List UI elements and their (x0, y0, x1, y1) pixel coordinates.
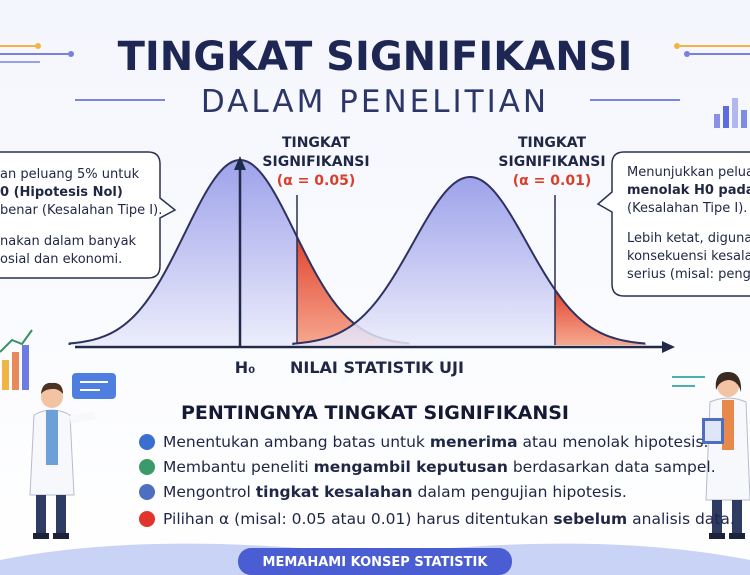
subtitle: DALAM PENELITIAN (201, 84, 549, 120)
callout-box (0, 151, 177, 279)
item-icon (139, 484, 155, 500)
bar-icon (714, 98, 747, 128)
alpha-value: (α = 0.05) (277, 173, 355, 189)
curve-line (292, 176, 646, 345)
person-left (0, 329, 116, 539)
alpha-labels: TINGKAT SIGNIFIKANSI (α = 0.05) TINGKAT SIGN… (262, 135, 605, 189)
item-emphasis: tingkat kesalahan (256, 483, 413, 501)
callout-line: nakan dalam banyak (0, 234, 137, 249)
x-arrow (662, 341, 675, 353)
item-part: analisis data. (627, 510, 735, 528)
callout-line: Menunjukkan peluang (627, 165, 750, 180)
callout-line: an peluang 5% untuk (0, 167, 140, 182)
callout-line: (Kesalahan Tipe I). (627, 201, 747, 216)
callout-box (596, 151, 750, 297)
item-part: dalam pengujian hipotesis. (413, 483, 627, 501)
item-icon (139, 434, 155, 450)
callout-line: Lebih ketat, digunak (627, 231, 750, 246)
alpha-value: (α = 0.01) (513, 173, 591, 189)
item-part: berdasarkan data sampel. (508, 458, 716, 476)
item-part: Mengontrol (163, 483, 256, 501)
callout-line: serius (misal: penguj (627, 267, 750, 282)
item-text: Menentukan ambang batas untuk menerima a… (163, 433, 708, 451)
origin-label: H₀ (235, 358, 255, 377)
x-axis-label: NILAI STATISTIK UJI (290, 358, 464, 377)
alpha-label: TINGKAT (282, 135, 351, 151)
person-right (672, 372, 750, 539)
item-part: Pilihan α (misal: 0.05 atau 0.01) harus … (163, 510, 553, 528)
item-icon (139, 511, 155, 527)
callout-line: benar (Kesalahan Tipe I). (0, 203, 162, 218)
callout-line: 0 (Hipotesis Nol) (0, 185, 123, 200)
callout-texts: an peluang 5% untuk 0 (Hipotesis Nol) bena… (0, 165, 750, 282)
item-emphasis: sebelum (553, 510, 627, 528)
rejection-region (297, 236, 411, 345)
item-emphasis: menerima (430, 433, 518, 451)
footer-text: MEMAHAMI KONSEP STATISTIK (263, 555, 489, 570)
alpha-label: TINGKAT (518, 135, 587, 151)
decor-lines (0, 43, 750, 101)
alpha-label: SIGNIFIKANSI (498, 154, 605, 170)
callout-line: konsekuensi kesalah (627, 249, 750, 264)
footer-pill (238, 548, 512, 575)
section-title: PENTINGNYA TINGKAT SIGNIFIKANSI (181, 402, 569, 424)
item-text: Pilihan α (misal: 0.05 atau 0.01) harus … (163, 510, 735, 528)
item-emphasis: mengambil keputusan (314, 458, 508, 476)
callout-line: menolak H0 pada (627, 183, 750, 198)
y-arrow (234, 156, 246, 170)
item-text: Membantu peneliti mengambil keputusan be… (163, 458, 716, 476)
rejection-region (555, 289, 647, 345)
item-text: Mengontrol tingkat kesalahan dalam pengu… (163, 483, 627, 501)
alpha-label: SIGNIFIKANSI (262, 154, 369, 170)
item-part: atau menolak hipotesis. (518, 433, 709, 451)
title: TINGKAT SIGNIFIKANSI (118, 34, 633, 80)
item-icon (139, 459, 155, 475)
item-part: Membantu peneliti (163, 458, 314, 476)
callout-line: osial dan ekonomi. (0, 252, 122, 267)
section-items: Menentukan ambang batas untuk menerima a… (139, 433, 735, 528)
item-part: Menentukan ambang batas untuk (163, 433, 430, 451)
